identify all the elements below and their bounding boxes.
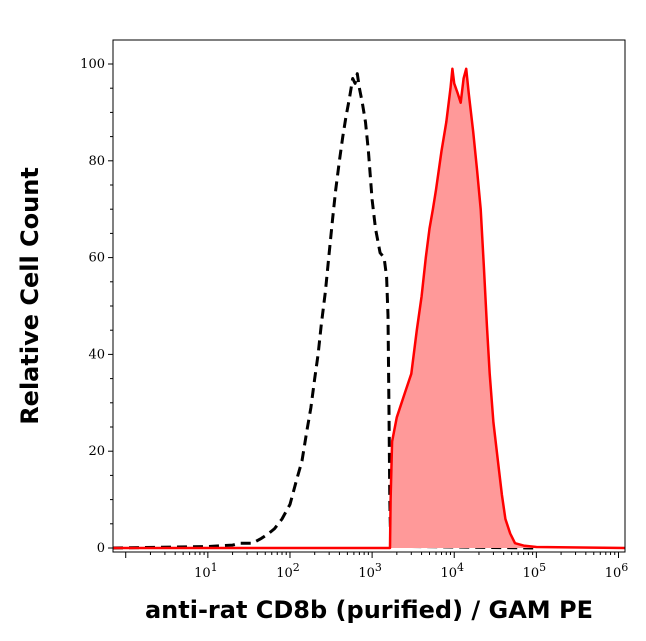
series-0-line xyxy=(112,72,537,550)
y-tick-label: 80 xyxy=(88,154,105,169)
y-tick-label: 0 xyxy=(97,541,105,556)
y-axis: 0 20 40 60 80 100 xyxy=(80,57,113,556)
y-axis-title: Relative Cell Count xyxy=(16,167,44,425)
x-tick-label: 103 xyxy=(358,561,382,581)
x-axis: 101 102 103 104 105 106 xyxy=(125,552,629,581)
x-axis-title: anti-rat CD8b (purified) / GAM PE xyxy=(145,596,593,624)
y-tick-label: 100 xyxy=(80,57,105,72)
series-1-line xyxy=(113,67,626,550)
y-tick-label: 40 xyxy=(88,347,105,362)
plot-area xyxy=(112,67,626,550)
x-tick-label: 101 xyxy=(194,561,218,581)
x-tick-label: 105 xyxy=(523,561,547,581)
x-tick-label: 106 xyxy=(605,561,629,581)
x-tick-label: 102 xyxy=(276,561,300,581)
y-tick-label: 60 xyxy=(88,251,105,266)
plot-frame xyxy=(112,39,626,553)
x-tick-label: 104 xyxy=(440,561,464,581)
series-1-fill xyxy=(113,68,625,549)
y-tick-label: 20 xyxy=(88,444,105,459)
